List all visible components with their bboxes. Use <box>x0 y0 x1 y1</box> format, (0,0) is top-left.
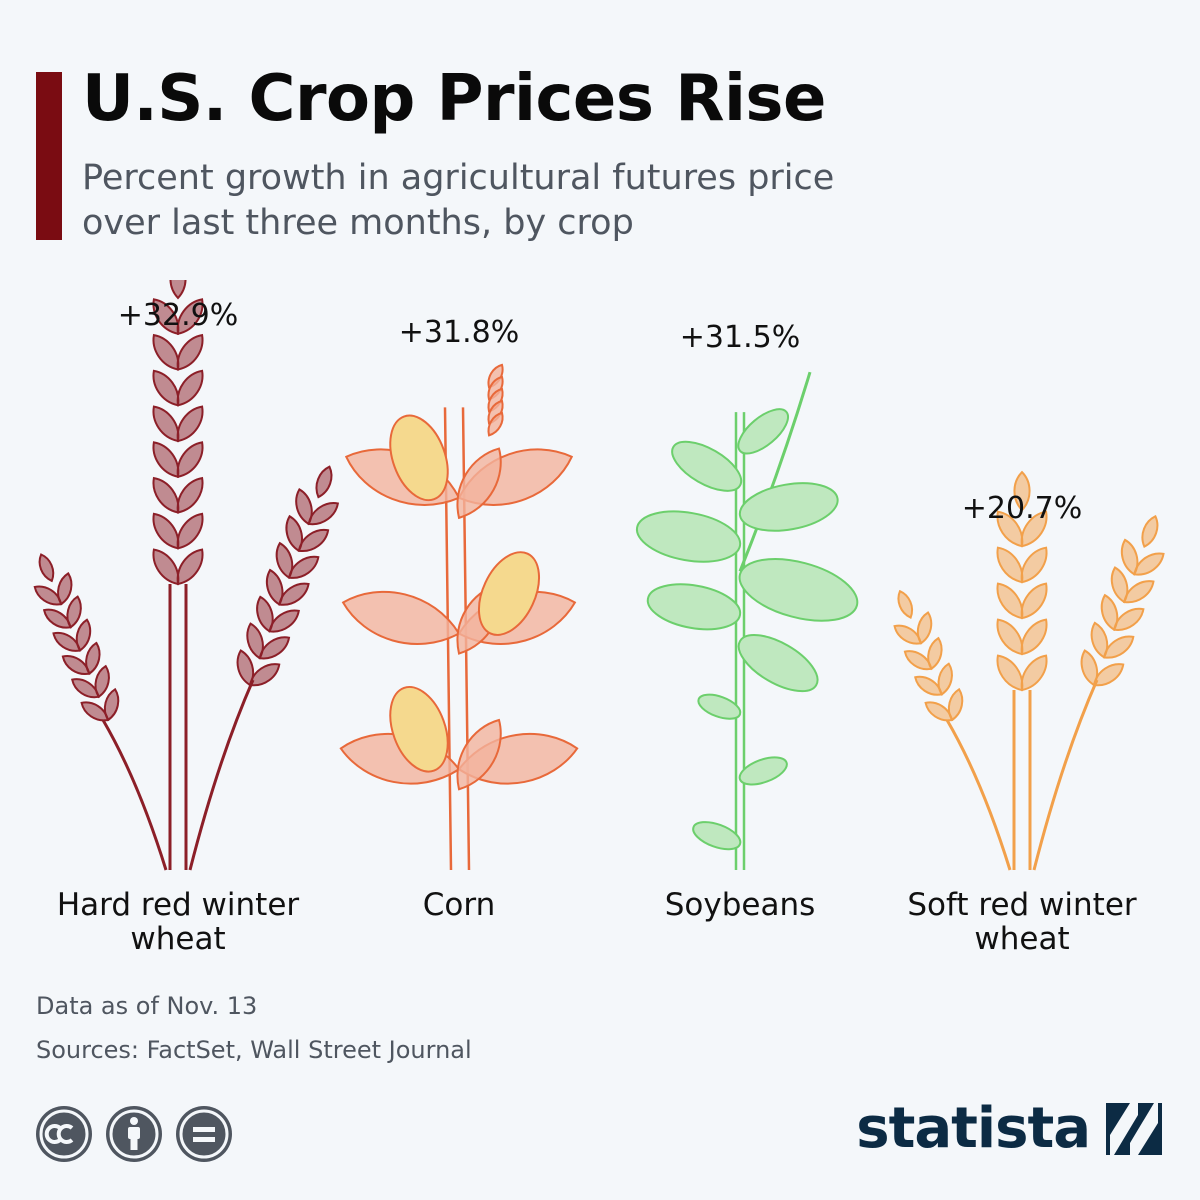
plant-soybeans <box>635 371 859 870</box>
plant-soft-red-winter-wheat <box>893 470 1165 871</box>
crop-label: Soybeans <box>664 887 816 923</box>
creative-commons-icon[interactable] <box>36 1106 92 1162</box>
crop-label: Hard red winter wheat <box>56 887 300 957</box>
crop-label: Soft red winter wheat <box>907 887 1137 957</box>
statista-brand[interactable]: statista <box>856 1096 1164 1161</box>
plant-hard-red-winter-wheat <box>33 280 340 871</box>
value-label: +31.8% <box>398 315 520 351</box>
plant-corn <box>339 363 579 871</box>
no-derivatives-icon[interactable] <box>176 1106 232 1162</box>
page-subtitle: Percent growth in agricultural futures p… <box>82 158 835 243</box>
value-label: +20.7% <box>961 490 1083 526</box>
brand-name: statista <box>856 1096 1091 1161</box>
title-accent-bar <box>36 72 62 240</box>
crop-chart <box>33 280 1165 871</box>
page-title: U.S. Crop Prices Rise <box>82 62 826 136</box>
statista-logo-icon <box>1106 1102 1162 1155</box>
value-label: +31.5% <box>679 320 801 356</box>
value-label: +32.9% <box>117 298 239 333</box>
sources-note: Sources: FactSet, Wall Street Journal <box>36 1036 472 1064</box>
data-date-note: Data as of Nov. 13 <box>36 992 258 1020</box>
attribution-icon[interactable] <box>106 1106 162 1162</box>
license-icons <box>36 1106 232 1162</box>
crop-label: Corn <box>422 887 496 923</box>
